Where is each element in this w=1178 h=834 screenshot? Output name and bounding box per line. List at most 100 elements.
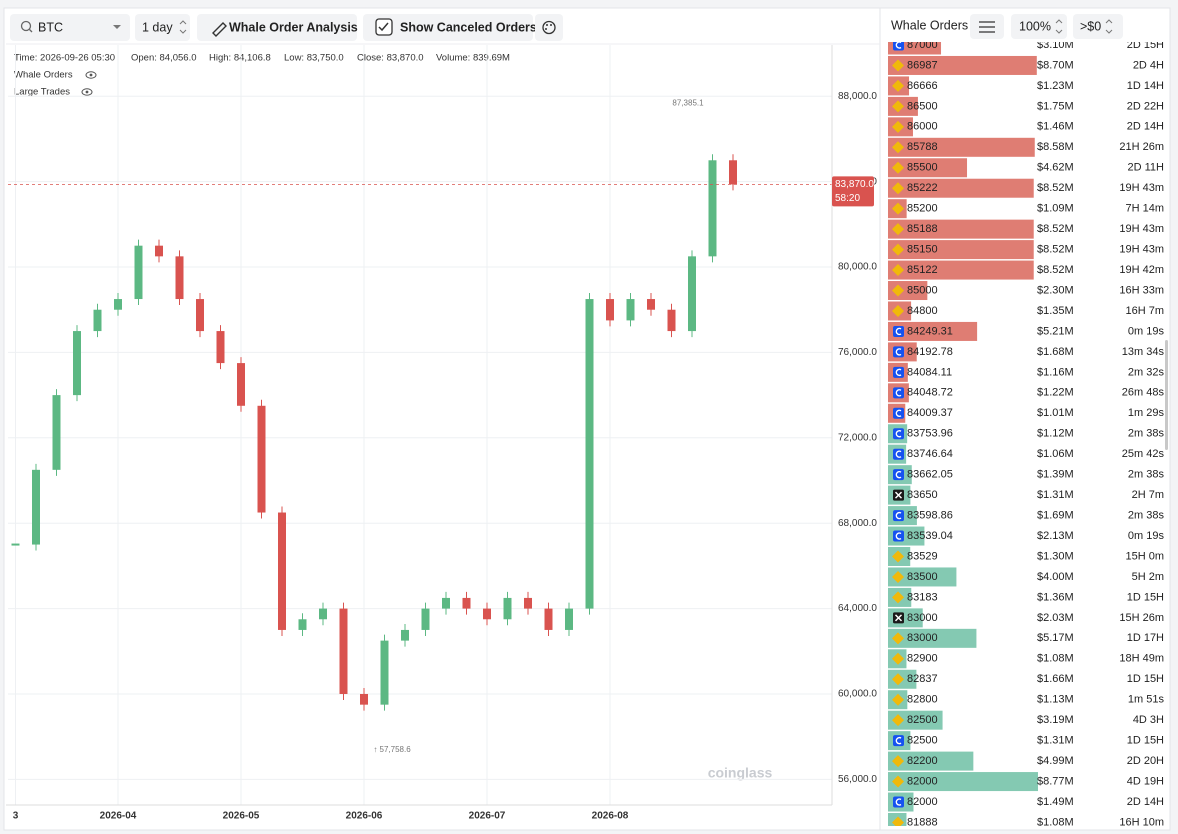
order-row[interactable]: 85188 $8.52M 19H 43m xyxy=(888,219,1164,239)
order-age: 26m 48s xyxy=(1122,387,1165,399)
order-row[interactable]: 83598.86 $1.69M 2m 38s xyxy=(888,506,1164,526)
order-row[interactable]: 84009.37 $1.01M 1m 29s xyxy=(888,403,1164,423)
order-age: 18H 49m xyxy=(1119,653,1164,665)
layer-toggle[interactable]: Large Trades xyxy=(14,87,93,98)
amount-bar xyxy=(888,219,1034,239)
exchange-icon xyxy=(892,652,904,665)
order-row[interactable]: 82900 $1.08M 18H 49m xyxy=(888,649,1164,669)
scrollbar xyxy=(1165,340,1168,450)
order-row[interactable]: 82200 $4.99M 2D 20H xyxy=(888,751,1164,771)
order-row[interactable]: 86000 $1.46M 2D 14H xyxy=(888,117,1164,137)
candle xyxy=(319,608,327,620)
order-price: 84009.37 xyxy=(907,407,953,419)
canceled-toggle[interactable]: Show Canceled Orders xyxy=(363,14,537,41)
order-row[interactable]: 85500 $4.62M 2D 11H xyxy=(888,158,1165,178)
ohlc-header: Time: 2026-09-26 05:30 Open: 84,056.0 Hi… xyxy=(14,53,510,64)
order-row[interactable]: 84192.78 $1.68M 13m 34s xyxy=(888,342,1164,362)
amount-bar xyxy=(888,178,1034,198)
exchange-icon xyxy=(893,469,904,481)
order-row[interactable]: 82500 $1.31M 1D 15H xyxy=(888,731,1164,751)
scale-select[interactable]: 100% xyxy=(1011,14,1067,39)
order-price: 82000 xyxy=(907,775,938,787)
order-row[interactable]: 84048.72 $1.22M 26m 48s xyxy=(888,383,1165,403)
order-row[interactable]: 85122 $8.52M 19H 42m xyxy=(888,260,1164,280)
order-price: 86000 xyxy=(907,121,938,133)
order-row[interactable]: 86500 $1.75M 2D 22H xyxy=(888,96,1164,116)
book-settings[interactable] xyxy=(970,14,1004,39)
candle xyxy=(278,512,286,630)
order-price: 83183 xyxy=(907,591,938,603)
order-row[interactable]: 83753.96 $1.12M 2m 38s xyxy=(888,424,1165,444)
order-row[interactable]: 87000 $3.10M 2D 15H xyxy=(888,36,1164,55)
order-age: 19H 43m xyxy=(1119,244,1164,256)
order-row[interactable]: 83662.05 $1.39M 2m 38s xyxy=(888,465,1164,485)
symbol-select[interactable]: BTC xyxy=(10,14,130,41)
order-amount: $4.00M xyxy=(1037,571,1074,583)
extreme-label: ↑ 57,758.6 xyxy=(373,745,411,754)
order-price: 82500 xyxy=(907,735,938,747)
order-amount: $8.70M xyxy=(1037,59,1074,71)
candle xyxy=(216,331,225,364)
exchange-icon xyxy=(893,407,904,419)
order-row[interactable]: 82837 $1.66M 1D 15H xyxy=(888,669,1164,689)
order-row[interactable]: 84800 $1.35M 16H 7m xyxy=(888,301,1164,321)
order-row[interactable]: 83650 $1.31M 2H 7m xyxy=(888,485,1164,505)
order-row[interactable]: 83539.04 $2.13M 0m 19s xyxy=(888,526,1164,546)
order-row[interactable]: 85222 $8.52M 19H 43m xyxy=(888,178,1164,198)
order-row[interactable]: 83000 $5.17M 1D 17H xyxy=(888,628,1164,648)
analysis-button[interactable]: Whale Order Analysis xyxy=(197,14,358,41)
order-price: 85500 xyxy=(907,162,938,174)
candle xyxy=(544,608,553,630)
exchange-icon xyxy=(892,223,904,236)
order-row[interactable]: 86666 $1.23M 1D 14H xyxy=(888,76,1164,96)
order-row[interactable]: 82800 $1.13M 1m 51s xyxy=(888,690,1165,710)
order-amount: $1.39M xyxy=(1037,469,1074,481)
order-row[interactable]: 86987 $8.70M 2D 4H xyxy=(888,55,1164,75)
palette-button[interactable] xyxy=(535,14,563,41)
order-row[interactable]: 82000 $8.77M 4D 19H xyxy=(888,772,1164,792)
order-row[interactable]: 81888 $1.08M 16H 10m xyxy=(888,812,1164,832)
order-age: 1m 51s xyxy=(1128,694,1165,706)
order-age: 1D 17H xyxy=(1127,632,1164,644)
order-row[interactable]: 85000 $2.30M 16H 33m xyxy=(888,281,1164,301)
order-row[interactable]: 85150 $8.52M 19H 43m xyxy=(888,240,1164,260)
order-row[interactable]: 83183 $1.36M 1D 15H xyxy=(888,587,1164,607)
order-row[interactable]: 83000 $2.03M 15H 26m xyxy=(888,608,1164,628)
amount-bar xyxy=(888,158,968,178)
filter-select[interactable]: >$0 xyxy=(1073,14,1123,39)
order-age: 2m 38s xyxy=(1128,428,1165,440)
order-row[interactable]: 83746.64 $1.06M 25m 42s xyxy=(888,444,1164,464)
exchange-icon xyxy=(893,448,904,460)
exchange-icon xyxy=(892,693,904,706)
order-book: 87000 $3.10M 2D 15H 86987 $8.70M 2D 4H 86666 $1… xyxy=(888,36,1165,832)
layer-toggle[interactable]: Whale Orders xyxy=(14,70,97,81)
order-age: 1D 15H xyxy=(1127,735,1164,747)
candle xyxy=(237,363,245,406)
order-row[interactable]: 82500 $3.19M 4D 3H xyxy=(888,710,1164,730)
order-row[interactable]: 85788 $8.58M 21H 26m xyxy=(888,137,1164,157)
candle xyxy=(298,619,307,630)
candle xyxy=(73,331,81,396)
y-tick-label: 68,000.0 xyxy=(838,518,877,529)
exchange-icon xyxy=(893,325,904,337)
candle xyxy=(380,640,389,705)
amount-bar xyxy=(888,240,1034,260)
order-row[interactable]: 82000 $1.49M 2D 14H xyxy=(888,792,1164,812)
candle xyxy=(729,160,737,185)
book-title: Whale Orders xyxy=(891,18,968,32)
exchange-icon xyxy=(892,755,904,768)
order-row[interactable]: 85200 $1.09M 7H 14m xyxy=(888,199,1164,219)
candle xyxy=(524,597,532,609)
exchange-icon-mark xyxy=(895,450,902,458)
exchange-icon xyxy=(893,735,904,747)
order-age: 2D 20H xyxy=(1127,755,1164,767)
order-row[interactable]: 84249.31 $5.21M 0m 19s xyxy=(888,321,1164,341)
order-price: 82800 xyxy=(907,694,938,706)
order-amount: $1.22M xyxy=(1037,387,1074,399)
order-row[interactable]: 83500 $4.00M 5H 2m xyxy=(888,567,1164,587)
order-age: 2D 11H xyxy=(1128,162,1165,174)
interval-select[interactable]: 1 day xyxy=(135,14,190,41)
order-row[interactable]: 83529 $1.30M 15H 0m xyxy=(888,547,1164,566)
candle xyxy=(503,597,512,620)
order-row[interactable]: 84084.11 $1.16M 2m 32s xyxy=(888,362,1164,382)
